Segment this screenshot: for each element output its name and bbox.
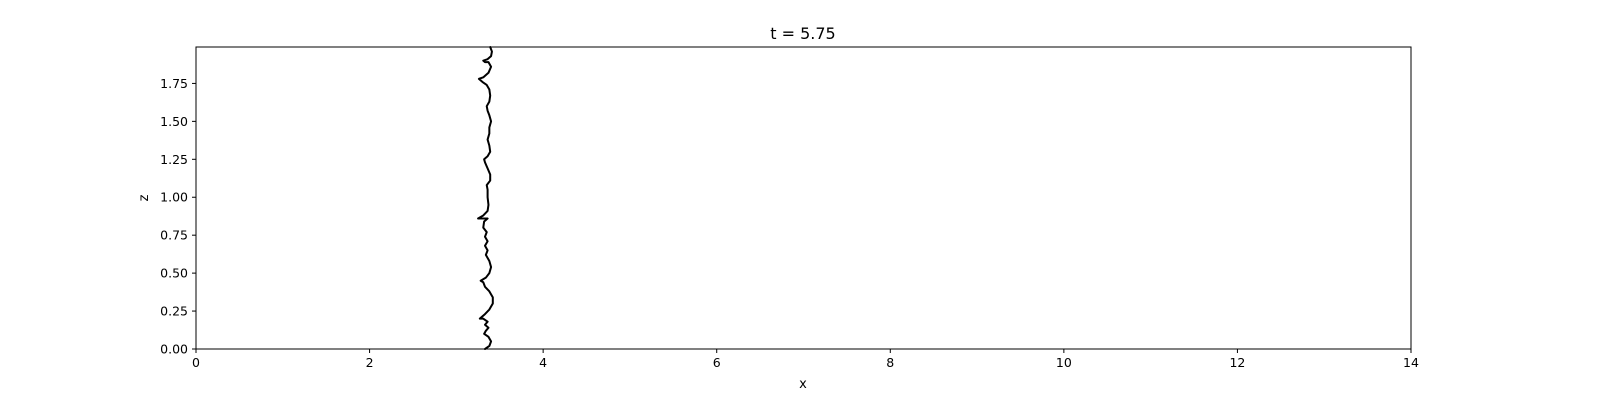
y-tick-label: 1.75 <box>160 76 188 91</box>
x-tick-label: 0 <box>192 355 200 370</box>
x-tick-label: 2 <box>366 355 374 370</box>
x-tick-label: 10 <box>1056 355 1072 370</box>
y-axis: 0.00 0.25 0.50 0.75 1.00 1.25 1.50 1.75 <box>160 76 196 357</box>
y-tick-label: 1.25 <box>160 152 188 167</box>
y-tick-label: 1.00 <box>160 190 188 205</box>
y-tick-label: 0.75 <box>160 228 188 243</box>
y-tick-label: 0.25 <box>160 304 188 319</box>
x-tick-label: 8 <box>886 355 894 370</box>
plot-frame <box>195 46 1412 350</box>
chart-title: t = 5.75 <box>770 24 835 43</box>
series-layer <box>477 46 494 350</box>
y-tick-label: 1.50 <box>160 114 188 129</box>
y-tick-label: 0.50 <box>160 266 188 281</box>
x-axis-label: x <box>799 377 807 392</box>
x-tick-label: 12 <box>1229 355 1245 370</box>
x-tick-label: 6 <box>713 355 721 370</box>
x-tick-label: 14 <box>1403 355 1419 370</box>
x-tick-label: 4 <box>539 355 547 370</box>
plot-area <box>196 47 1411 349</box>
y-tick-label: 0.00 <box>160 342 188 357</box>
x-axis: 0 2 4 6 8 10 12 14 <box>192 349 1419 370</box>
series-line-0 <box>477 46 494 350</box>
y-axis-label: z <box>137 194 152 201</box>
